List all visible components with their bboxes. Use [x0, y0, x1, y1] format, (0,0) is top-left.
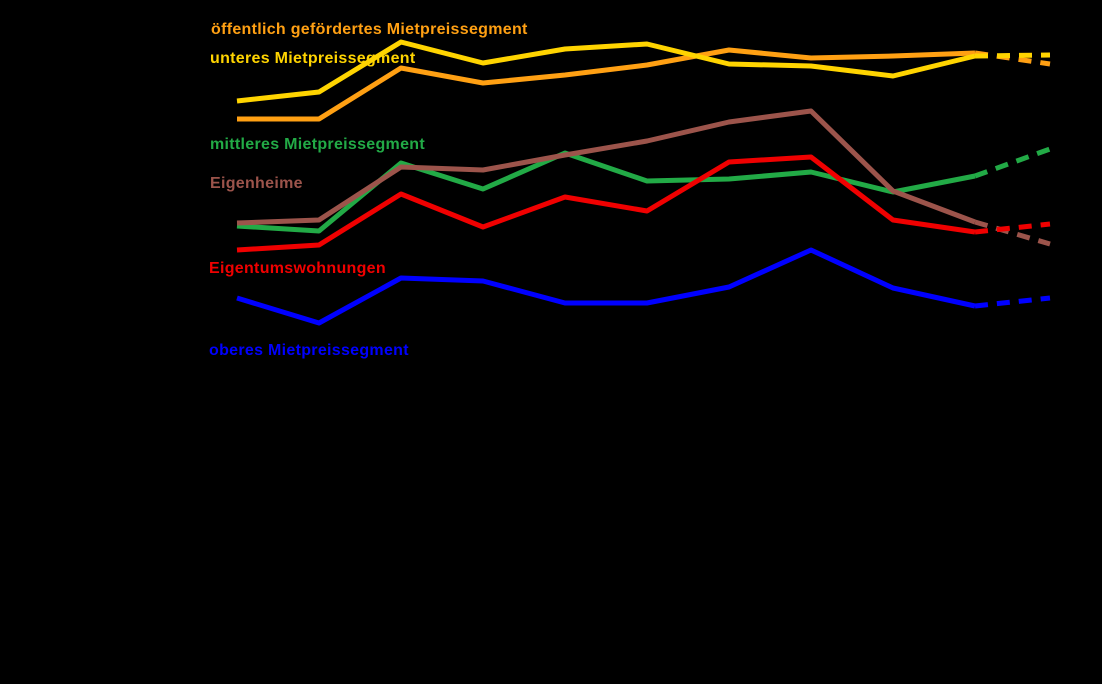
series-label-eigentumswohnungen: Eigentumswohnungen [209, 260, 386, 277]
series-label-mittleres-mietpreissegment: mittleres Mietpreissegment [210, 136, 425, 153]
series-label-eigenheime: Eigenheime [210, 175, 303, 192]
series-label-oberes-mietpreissegment: oberes Mietpreissegment [209, 342, 409, 359]
series-label-oeffentlich-gefoerdertes-mietpreissegment: öffentlich gefördertes Mietpreissegment [211, 21, 528, 38]
series-label-unteres-mietpreissegment: unteres Mietpreissegment [210, 50, 416, 67]
